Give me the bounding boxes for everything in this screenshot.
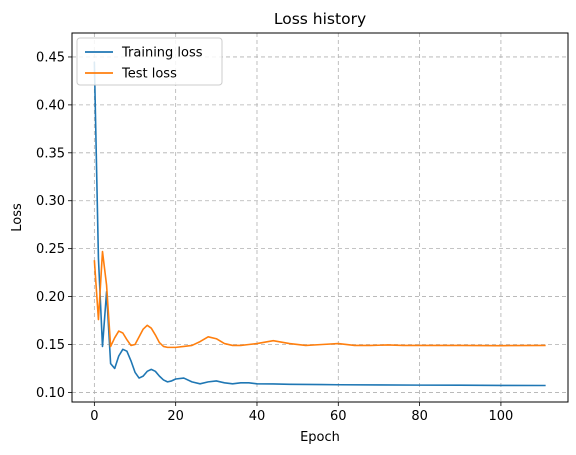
chart-title: Loss history [274, 10, 366, 28]
grid [72, 33, 568, 402]
x-tick-label: 0 [90, 409, 98, 424]
x-axis-label: Epoch [300, 430, 340, 445]
y-tick-label: 0.35 [36, 146, 65, 161]
x-tick-label: 100 [489, 409, 514, 424]
y-axis-label: Loss [10, 203, 25, 232]
legend: Training loss Test loss [76, 37, 223, 86]
y-tick-label: 0.30 [36, 194, 65, 209]
x-tick-label: 20 [167, 409, 184, 424]
x-tick-label: 80 [411, 409, 428, 424]
legend-label: Test loss [121, 67, 177, 82]
legend-label: Training loss [121, 46, 203, 61]
series-line-training-loss [93, 61, 546, 387]
x-tick-label: 40 [249, 409, 266, 424]
y-tick-label: 0.25 [36, 242, 65, 257]
series-line-test-loss [93, 250, 546, 349]
y-tick-label: 0.40 [36, 98, 65, 113]
series-layer [93, 61, 546, 387]
y-tick-label: 0.10 [36, 386, 65, 401]
x-axis-ticks: 0 20 40 60 80 100 [90, 402, 513, 424]
y-tick-label: 0.20 [36, 290, 65, 305]
legend-box [76, 37, 223, 86]
y-tick-label: 0.15 [36, 338, 65, 353]
x-tick-label: 60 [330, 409, 347, 424]
y-axis-ticks: 0.10 0.15 0.20 0.25 0.30 0.35 0.40 0.45 [36, 50, 72, 401]
plot-frame [71, 32, 569, 403]
y-tick-label: 0.45 [36, 50, 65, 65]
